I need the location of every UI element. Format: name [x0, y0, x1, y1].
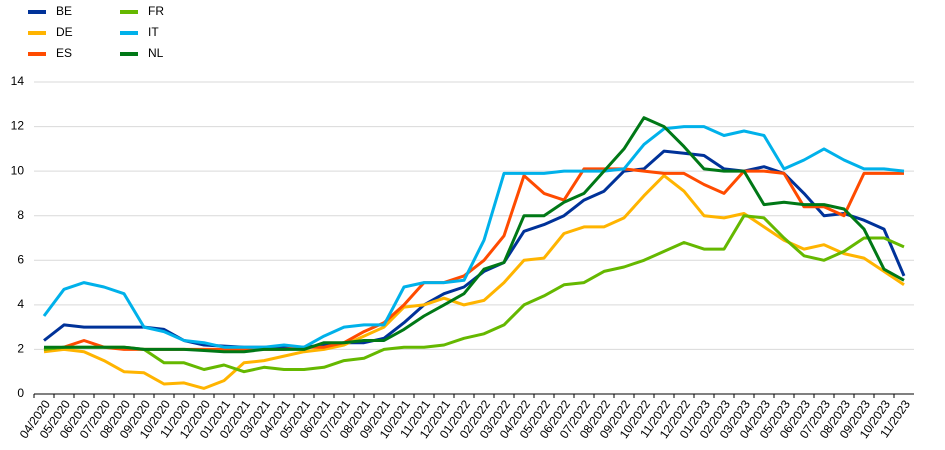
y-tick-label: 8	[17, 208, 24, 222]
legend-label: BE	[56, 4, 72, 18]
y-tick-label: 2	[17, 342, 24, 356]
y-tick-label: 12	[11, 119, 25, 133]
series-line	[42, 125, 905, 349]
y-tick-label: 0	[17, 386, 24, 400]
legend-label: FR	[148, 4, 164, 18]
y-tick-label: 14	[11, 74, 25, 88]
legend-label: DE	[56, 25, 73, 39]
series-line	[43, 214, 905, 374]
series-line	[44, 116, 905, 354]
legend-label: ES	[56, 46, 72, 60]
y-tick-label: 4	[17, 297, 24, 311]
legend-label: IT	[148, 25, 159, 39]
legend-label: NL	[148, 46, 164, 60]
y-tick-label: 6	[17, 252, 24, 266]
series-line	[43, 174, 905, 390]
series-line	[43, 149, 906, 349]
y-tick-label: 10	[11, 163, 25, 177]
